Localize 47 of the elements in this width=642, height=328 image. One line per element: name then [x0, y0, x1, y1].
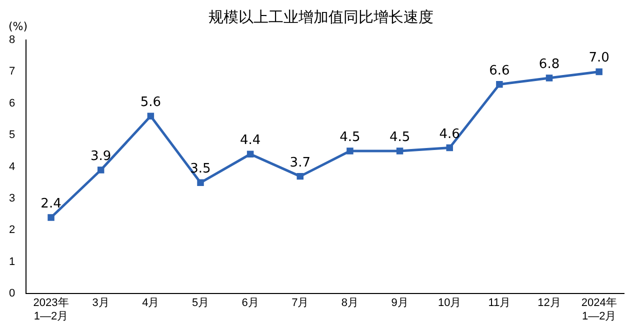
y-tick-label: 7 [8, 66, 16, 78]
point [197, 179, 204, 186]
point [97, 166, 104, 174]
x-tick-label: 2024年 1—2月 [581, 297, 617, 322]
data-label: 3.9 [90, 148, 112, 164]
y-tick-label: 2 [8, 224, 16, 236]
data-label: 4.5 [340, 130, 360, 145]
chart-title: 规模以上工业增加值同比增长速度 [208, 8, 434, 26]
x-tick-label: 9月 [391, 297, 408, 310]
data-label: 4.4 [240, 133, 261, 148]
data-label: 5.6 [140, 95, 162, 110]
point [546, 74, 553, 82]
x-tick-label: 2023年 1—2月 [33, 297, 69, 322]
point [246, 150, 254, 158]
point [346, 148, 354, 154]
point [446, 144, 453, 152]
data-label: 6.8 [538, 57, 560, 72]
y-tick-label: 8 [8, 34, 16, 46]
data-label: 3.7 [290, 155, 310, 170]
data-label: 3.5 [190, 162, 211, 177]
y-tick-label: 0 [8, 288, 16, 300]
data-label: 7.0 [588, 50, 610, 66]
y-tick-label: 1 [8, 256, 16, 268]
data-label: 4.6 [439, 126, 460, 142]
x-tick-label: 12月 [538, 297, 561, 310]
point [147, 112, 154, 120]
point [596, 68, 602, 76]
y-tick-label: 4 [8, 160, 16, 173]
data-label: 4.5 [389, 130, 410, 145]
x-tick-label: 11月 [488, 297, 511, 310]
y-tick-label: 5 [8, 129, 16, 142]
x-tick-label: 4月 [142, 297, 160, 310]
y-axis-title: (%) [8, 20, 28, 33]
x-tick-label: 3月 [92, 297, 110, 310]
y-tick-label: 3 [8, 192, 16, 205]
data-label: 2.4 [40, 196, 62, 212]
data-label: 6.6 [489, 63, 510, 78]
x-tick-label: 6月 [242, 297, 259, 310]
x-tick-label: 8月 [341, 297, 359, 310]
x-tick-label: 7月 [292, 297, 309, 310]
point [396, 148, 404, 154]
x-tick-label: 10月 [438, 297, 462, 310]
y-tick-label: 6 [8, 97, 16, 110]
point [48, 214, 54, 221]
point [296, 172, 304, 180]
x-tick-label: 5月 [192, 297, 210, 310]
point [496, 81, 503, 88]
